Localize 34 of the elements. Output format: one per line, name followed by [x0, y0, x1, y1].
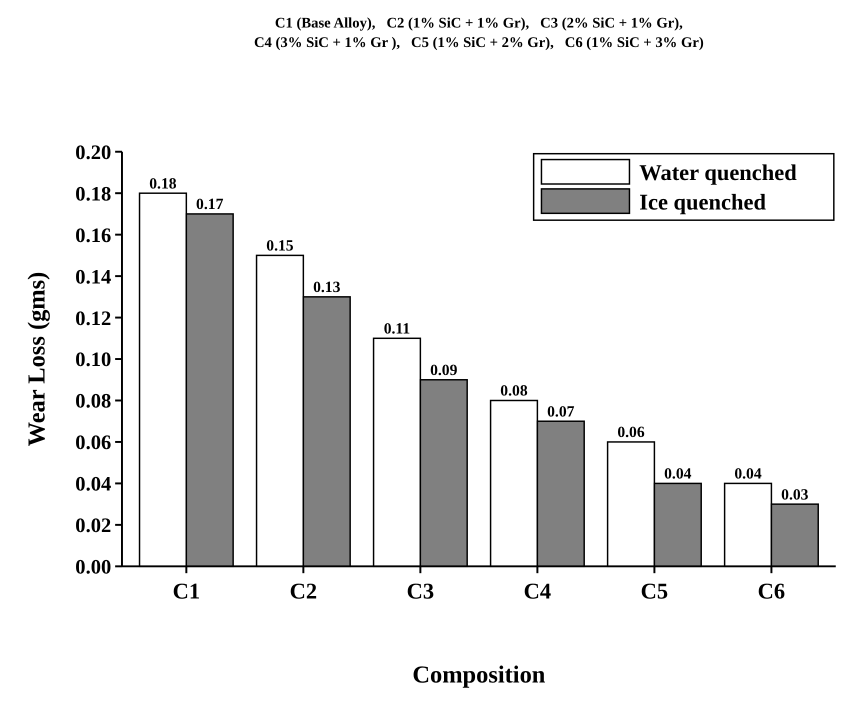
x-tick-label: C5 [640, 578, 668, 604]
data-label: 0.09 [430, 362, 458, 379]
data-label: 0.11 [384, 320, 410, 338]
y-tick-label: 0.02 [75, 515, 112, 538]
data-label: 0.18 [149, 175, 177, 192]
data-label: 0.17 [196, 196, 224, 214]
y-tick-label: 0.18 [75, 183, 112, 206]
y-tick-label: 0.12 [75, 308, 112, 330]
y-tick-label: 0.10 [75, 349, 112, 372]
y-tick-label: 0.04 [75, 474, 112, 496]
x-tick-label: C4 [524, 578, 552, 604]
y-axis-title: Wear Loss (gms) [24, 272, 51, 446]
x-tick-label: C6 [758, 578, 786, 604]
x-axis-title: Composition [412, 662, 546, 689]
legend-label: Water quenched [639, 160, 798, 186]
data-label: 0.13 [313, 278, 341, 296]
x-tick-label: C2 [290, 578, 318, 604]
y-tick-label: 0.16 [75, 224, 112, 247]
data-label: 0.07 [547, 403, 575, 420]
y-tick-label: 0.06 [75, 432, 112, 454]
chart-title: C1 (Base Alloy), C2 (1% SiC + 1% Gr), C3 (2% SiC + 1% Gr), C4 (3% SiC + 1% Gr ), C5 (1% SiC + 2% Gr), C6 (1% SiC + 3% Gr) [254, 16, 704, 52]
legend-label: Ice quenched [639, 189, 766, 214]
data-label: 0.04 [734, 466, 762, 483]
data-label: 0.15 [266, 237, 294, 254]
data-label: 0.06 [617, 424, 645, 442]
data-label: 0.08 [500, 382, 528, 400]
y-tick-label: 0.14 [75, 266, 112, 288]
x-tick-label: C3 [406, 578, 434, 604]
x-tick-label: C1 [172, 578, 200, 604]
data-label: 0.03 [781, 486, 809, 504]
y-tick-label: 0.08 [75, 390, 112, 413]
y-tick-label: 0.20 [75, 142, 112, 164]
data-label: 0.04 [664, 466, 692, 483]
y-tick-label: 0.00 [75, 556, 112, 579]
